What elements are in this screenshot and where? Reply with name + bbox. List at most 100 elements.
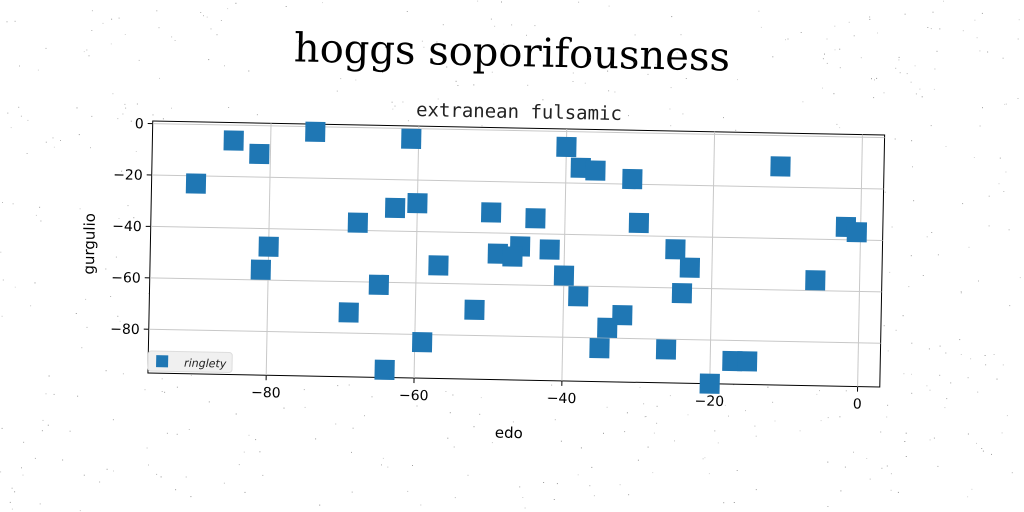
noise-speck bbox=[412, 465, 413, 466]
noise-speck bbox=[919, 88, 921, 90]
plot-area: −80 −60 −40 −20 0 0 −20 −40 −60 −80 extranean ful… bbox=[80, 99, 886, 442]
noise-speck bbox=[853, 35, 855, 37]
noise-speck bbox=[542, 99, 544, 101]
y-tick-label: 0 bbox=[135, 116, 144, 132]
noise-speck bbox=[704, 457, 706, 459]
noise-speck bbox=[614, 91, 616, 93]
noise-speck bbox=[125, 107, 127, 109]
noise-speck bbox=[898, 59, 900, 61]
noise-speck bbox=[637, 459, 639, 461]
noise-speck bbox=[176, 386, 178, 388]
noise-speck bbox=[834, 25, 836, 27]
noise-speck bbox=[91, 30, 93, 31]
noise-speck bbox=[83, 474, 85, 476]
x-tick-label: −40 bbox=[547, 391, 577, 408]
noise-speck bbox=[553, 499, 555, 500]
noise-speck bbox=[162, 118, 164, 120]
noise-speck bbox=[772, 401, 774, 403]
noise-speck bbox=[626, 412, 628, 414]
noise-speck bbox=[0, 471, 2, 473]
noise-speck bbox=[11, 508, 13, 510]
noise-speck bbox=[238, 464, 240, 466]
noise-speck bbox=[959, 339, 961, 341]
noise-speck bbox=[1, 315, 3, 317]
noise-speck bbox=[138, 59, 140, 61]
noise-speck bbox=[436, 41, 438, 43]
noise-speck bbox=[988, 225, 990, 227]
noise-speck bbox=[255, 439, 257, 441]
noise-speck bbox=[208, 401, 210, 403]
noise-speck bbox=[52, 137, 54, 139]
noise-speck bbox=[960, 291, 962, 292]
noise-speck bbox=[112, 93, 114, 95]
noise-speck bbox=[421, 40, 423, 42]
data-point bbox=[185, 173, 207, 194]
noise-speck bbox=[927, 27, 929, 28]
noise-speck bbox=[224, 65, 225, 67]
noise-speck bbox=[210, 28, 212, 30]
noise-speck bbox=[639, 386, 641, 388]
noise-speck bbox=[820, 420, 822, 422]
noise-speck bbox=[606, 406, 608, 408]
noise-speck bbox=[971, 488, 973, 490]
noise-speck bbox=[929, 439, 931, 441]
noise-speck bbox=[822, 58, 824, 60]
noise-speck bbox=[608, 90, 610, 92]
noise-speck bbox=[962, 203, 964, 205]
data-point bbox=[556, 136, 577, 158]
noise-speck bbox=[987, 51, 989, 53]
noise-speck bbox=[160, 476, 162, 478]
data-point bbox=[628, 212, 650, 234]
noise-speck bbox=[981, 448, 983, 449]
noise-speck bbox=[887, 404, 889, 406]
noise-speck bbox=[853, 451, 854, 453]
noise-speck bbox=[720, 395, 722, 397]
noise-speck bbox=[1002, 57, 1004, 59]
noise-speck bbox=[248, 434, 250, 436]
noise-speck bbox=[527, 84, 529, 86]
noise-speck bbox=[674, 440, 675, 442]
noise-speck bbox=[745, 410, 746, 412]
noise-speck bbox=[30, 305, 32, 307]
x-grid-line bbox=[709, 131, 716, 384]
noise-speck bbox=[603, 118, 605, 120]
noise-speck bbox=[767, 386, 769, 388]
noise-speck bbox=[946, 398, 948, 400]
noise-speck bbox=[839, 416, 841, 418]
noise-speck bbox=[227, 8, 229, 10]
noise-speck bbox=[136, 103, 138, 105]
noise-speck bbox=[45, 141, 47, 143]
noise-speck bbox=[930, 125, 932, 127]
noise-speck bbox=[910, 255, 912, 257]
y-grid-line bbox=[148, 328, 881, 344]
x-tick-label: −20 bbox=[694, 393, 724, 410]
noise-speck bbox=[445, 391, 447, 392]
noise-speck bbox=[9, 501, 11, 503]
noise-speck bbox=[542, 51, 544, 53]
noise-speck bbox=[569, 41, 571, 43]
noise-speck bbox=[785, 39, 786, 41]
data-point bbox=[770, 156, 791, 177]
noise-speck bbox=[1019, 277, 1021, 279]
noise-speck bbox=[967, 433, 969, 435]
noise-speck bbox=[235, 413, 237, 415]
noise-speck bbox=[915, 93, 917, 95]
noise-speck bbox=[839, 67, 841, 69]
data-point bbox=[338, 302, 359, 323]
noise-speck bbox=[1017, 38, 1019, 40]
noise-speck bbox=[467, 474, 469, 476]
noise-speck bbox=[800, 32, 802, 33]
noise-speck bbox=[939, 28, 941, 30]
noise-speck bbox=[113, 470, 114, 472]
noise-speck bbox=[156, 10, 158, 12]
noise-speck bbox=[11, 487, 13, 489]
noise-speck bbox=[185, 476, 187, 478]
noise-speck bbox=[960, 292, 962, 294]
noise-speck bbox=[364, 415, 365, 417]
noise-speck bbox=[159, 77, 160, 79]
noise-speck bbox=[48, 375, 50, 377]
noise-speck bbox=[985, 364, 987, 366]
noise-speck bbox=[933, 88, 935, 90]
noise-speck bbox=[977, 391, 979, 393]
noise-speck bbox=[936, 50, 938, 52]
